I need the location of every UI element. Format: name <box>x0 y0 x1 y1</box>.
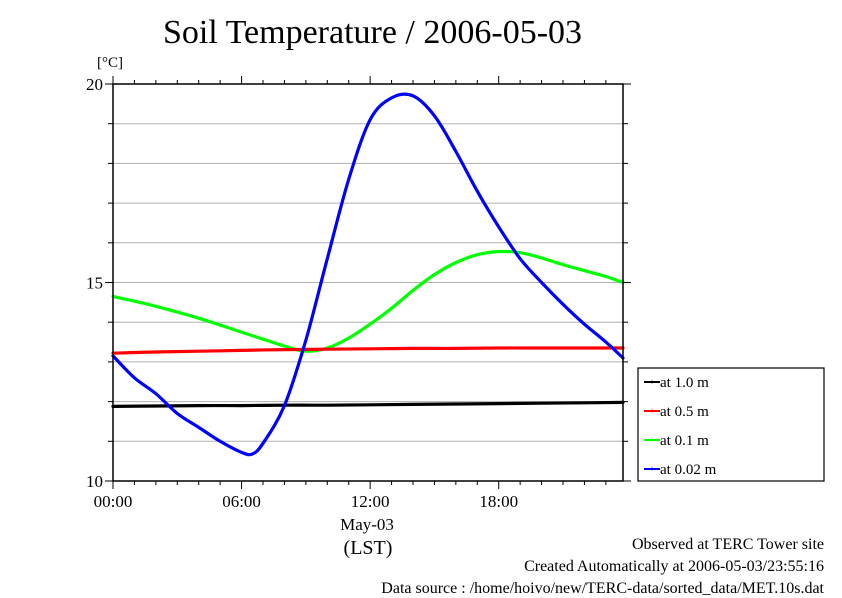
legend-label: at 1.0 m <box>660 375 709 391</box>
series-line-at-1-0-m <box>111 400 625 408</box>
legend: + at 1.0 m + at 0.5 m + at 0.1 m + at 0.02 m <box>637 367 825 482</box>
x-tick-label: 18:00 <box>479 492 518 511</box>
footer-created-timestamp: Created Automatically at 2006-05-03/23:5… <box>524 558 824 575</box>
y-tick-label: 20 <box>86 75 103 94</box>
chart-title: Soil Temperature / 2006-05-03 <box>162 14 583 51</box>
footer-observed-site: Observed at TERC Tower site <box>631 536 824 553</box>
legend-marker: + <box>649 406 654 416</box>
legend-label: at 0.1 m <box>660 433 709 449</box>
y-tick-label: 15 <box>86 274 103 293</box>
footer-data-source: Data source : /home/hoivo/new/TERC-data/… <box>381 580 824 597</box>
x-tick-label: 06:00 <box>222 492 261 511</box>
legend-marker: + <box>649 377 654 387</box>
x-axis-unit-label: (LST) <box>344 537 393 559</box>
series-line-at-0-1-m <box>111 249 625 353</box>
x-tick-label: 12:00 <box>351 492 390 511</box>
x-axis-date-label: May-03 <box>340 515 394 534</box>
legend-marker: + <box>649 435 654 445</box>
legend-label: at 0.5 m <box>660 404 709 420</box>
legend-box <box>637 367 825 482</box>
x-tick-label: 00:00 <box>94 492 133 511</box>
series-line-at-0-02-m <box>111 92 625 457</box>
series-line-at-0-5-m <box>111 346 625 355</box>
grid-lines <box>113 123 623 442</box>
series-layer <box>111 92 625 457</box>
axis-ticks: 10 15 20 00:00 06:00 12:00 18:00 <box>86 75 631 511</box>
legend-label: at 0.02 m <box>660 462 717 478</box>
y-axis-unit-label: [°C] <box>97 55 123 71</box>
y-tick-label: 10 <box>86 472 103 491</box>
legend-marker: + <box>649 464 654 474</box>
